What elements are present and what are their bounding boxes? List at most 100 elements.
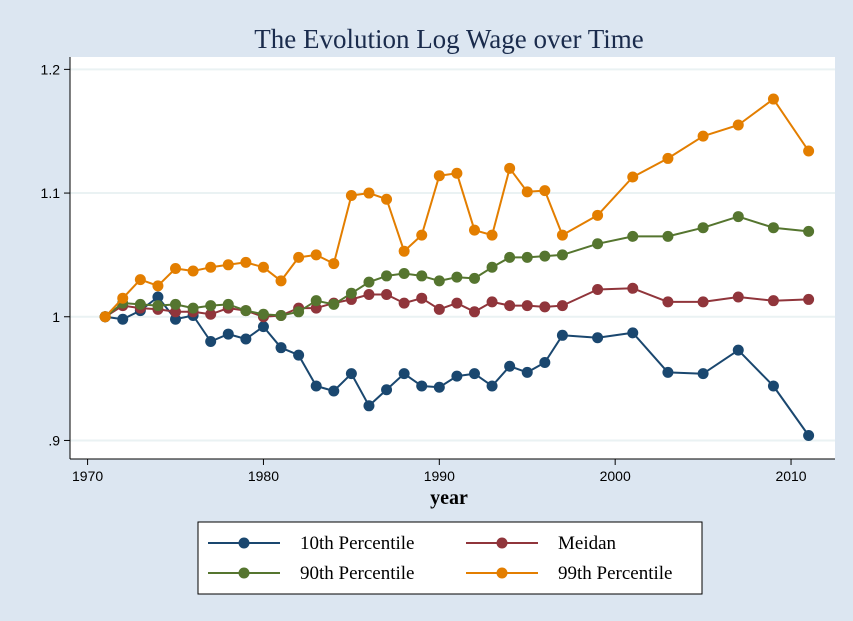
- data-point: [257, 308, 269, 320]
- data-point: [732, 291, 744, 303]
- y-tick-label: 1: [52, 309, 60, 325]
- data-point: [328, 298, 340, 310]
- data-point: [556, 329, 568, 341]
- data-point: [662, 152, 674, 164]
- data-point: [697, 222, 709, 234]
- data-point: [556, 300, 568, 312]
- data-point: [134, 274, 146, 286]
- data-point: [257, 261, 269, 273]
- data-point: [451, 297, 463, 309]
- data-point: [99, 311, 111, 323]
- data-point: [293, 306, 305, 318]
- y-tick-label: 1.2: [41, 61, 61, 77]
- data-point: [205, 335, 217, 347]
- data-point: [556, 249, 568, 261]
- data-point: [803, 429, 815, 441]
- data-point: [117, 292, 129, 304]
- data-point: [187, 302, 199, 314]
- data-point: [134, 298, 146, 310]
- data-point: [328, 258, 340, 270]
- x-axis-label: year: [430, 487, 468, 509]
- data-point: [451, 370, 463, 382]
- data-point: [767, 93, 779, 105]
- data-point: [416, 229, 428, 241]
- series-line: [104, 98, 810, 318]
- legend-item: 90th Percentile: [208, 563, 415, 584]
- data-point: [205, 300, 217, 312]
- data-point: [486, 380, 498, 392]
- legend-marker: [496, 537, 508, 549]
- x-tick-label: 1990: [424, 468, 455, 484]
- data-point: [697, 296, 709, 308]
- data-point: [433, 170, 445, 182]
- data-point: [222, 298, 234, 310]
- x-tick-label: 1970: [72, 468, 103, 484]
- data-point: [451, 167, 463, 179]
- plot-area: [70, 57, 835, 459]
- data-point: [363, 400, 375, 412]
- data-point: [521, 366, 533, 378]
- data-point: [468, 368, 480, 380]
- data-point: [803, 225, 815, 237]
- data-point: [504, 251, 516, 263]
- data-point: [662, 230, 674, 242]
- series-99th-percentile: [99, 93, 815, 323]
- data-point: [240, 333, 252, 345]
- data-point: [187, 265, 199, 277]
- data-point: [170, 263, 182, 275]
- data-point: [398, 297, 410, 309]
- y-tick-label: .9: [48, 432, 60, 448]
- data-point: [275, 275, 287, 287]
- y-tick-label: 1.1: [41, 185, 61, 201]
- data-point: [345, 368, 357, 380]
- data-point: [662, 366, 674, 378]
- x-tick-label: 2000: [600, 468, 631, 484]
- data-point: [416, 380, 428, 392]
- data-point: [592, 209, 604, 221]
- data-point: [486, 261, 498, 273]
- data-point: [293, 251, 305, 263]
- data-point: [539, 357, 551, 369]
- data-point: [293, 349, 305, 361]
- legend-box: [197, 521, 703, 595]
- data-point: [539, 301, 551, 313]
- data-point: [205, 308, 217, 320]
- data-point: [627, 327, 639, 339]
- data-point: [732, 119, 744, 131]
- data-point: [433, 275, 445, 287]
- data-point: [240, 256, 252, 268]
- data-point: [521, 251, 533, 263]
- data-point: [152, 280, 164, 292]
- data-point: [521, 300, 533, 312]
- legend: 10th Percentile Meidan 90th Percentile 99th…: [197, 521, 703, 595]
- data-point: [310, 249, 322, 261]
- data-point: [627, 171, 639, 183]
- data-point: [803, 293, 815, 305]
- data-point: [381, 193, 393, 205]
- legend-label: 10th Percentile: [300, 533, 415, 554]
- data-point: [767, 222, 779, 234]
- data-point: [521, 186, 533, 198]
- legend-label: 99th Percentile: [558, 563, 673, 584]
- data-point: [275, 342, 287, 354]
- data-point: [222, 259, 234, 271]
- data-point: [592, 238, 604, 250]
- data-point: [398, 245, 410, 257]
- series-line: [104, 215, 809, 318]
- data-point: [556, 229, 568, 241]
- data-point: [468, 224, 480, 236]
- data-point: [697, 368, 709, 380]
- data-point: [767, 380, 779, 392]
- data-point: [381, 288, 393, 300]
- data-point: [363, 288, 375, 300]
- data-point: [381, 384, 393, 396]
- data-point: [398, 368, 410, 380]
- data-point: [152, 291, 164, 303]
- data-point: [486, 229, 498, 241]
- data-point: [416, 270, 428, 282]
- series-line: [105, 296, 810, 437]
- legend-marker: [238, 537, 250, 549]
- data-point: [222, 328, 234, 340]
- data-point: [732, 211, 744, 223]
- data-point: [732, 344, 744, 356]
